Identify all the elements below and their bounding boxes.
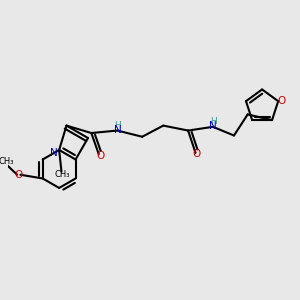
Text: N: N [209, 121, 217, 131]
Text: H: H [210, 117, 217, 126]
Text: N: N [50, 148, 58, 158]
Text: O: O [193, 149, 201, 159]
Text: O: O [14, 170, 22, 180]
Text: H: H [115, 122, 121, 130]
Text: CH₃: CH₃ [54, 170, 70, 179]
Text: N: N [114, 125, 122, 135]
Text: O: O [96, 152, 104, 161]
Text: O: O [278, 96, 286, 106]
Text: CH₃: CH₃ [0, 157, 14, 166]
